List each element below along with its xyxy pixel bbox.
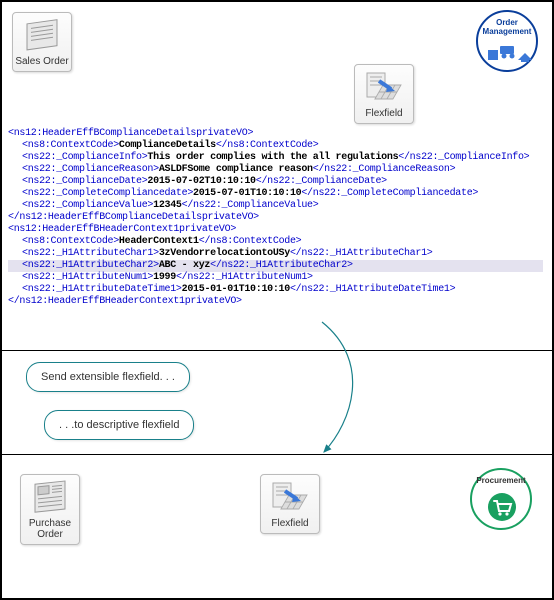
procurement-badge: Procurement [470,468,532,530]
callout-to: . . .to descriptive flexfield [44,410,194,440]
divider-1 [2,350,552,351]
flexfield-top-label: Flexfield [355,107,413,123]
purchase-order-label: Purchase Order [21,517,79,544]
callout-send: Send extensible flexfield. . . [26,362,190,392]
procurement-label: Procurement [472,470,530,485]
flexfield-top-icon: Flexfield [354,64,414,124]
flexfield-bottom-icon: Flexfield [260,474,320,534]
xml-block: <ns12:HeaderEffBComplianceDetailsprivate… [8,128,548,308]
sales-order-label: Sales Order [13,55,71,71]
divider-2 [2,454,552,455]
purchase-order-icon: Purchase Order [20,474,80,545]
order-management-label: Order Management [478,12,536,36]
order-management-badge: Order Management [476,10,538,72]
sales-order-icon: Sales Order [12,12,72,72]
flexfield-bottom-label: Flexfield [261,517,319,533]
diagram-canvas: Sales Order Order Management [0,0,554,600]
